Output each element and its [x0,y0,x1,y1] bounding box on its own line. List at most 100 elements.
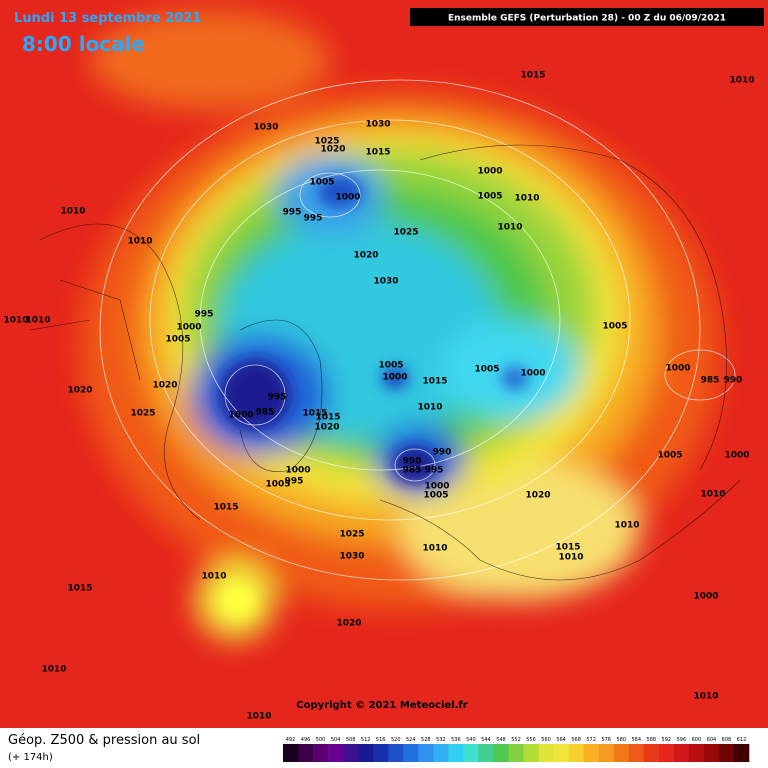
isobar-label: 1005 [165,335,190,345]
isobar-label: 1030 [373,277,398,287]
scale-swatch [598,744,615,762]
isobar-label: 1030 [339,552,364,562]
scale-label: 560 [541,737,551,743]
isobar-label: 1015 [422,377,447,387]
isobar-label: 1030 [365,120,390,130]
footer-title: Géop. Z500 & pression au sol [8,733,200,748]
scale-swatch [538,744,554,762]
isobar-label: 1010 [497,223,522,233]
isobar-label: 1015 [555,543,580,553]
isobar-label: 985 [403,466,422,476]
isobar-label: 1010 [127,237,152,247]
isobar-label: 1020 [336,619,361,629]
isobar-label: 1005 [477,192,502,202]
isobar-label: 1010 [25,316,50,326]
scale-swatch [643,744,660,762]
scale-swatch [628,744,645,762]
isobar-label: 1010 [729,76,754,86]
isobar-label: 1010 [60,207,85,217]
scale-label: 584 [631,737,641,743]
isobar-label: 990 [724,376,743,386]
scale-label: 576 [601,737,611,743]
isobar-label: 985 [256,408,275,418]
scale-swatch [448,744,464,762]
isobar-label: 995 [195,310,214,320]
scale-swatch [328,744,344,762]
isobar-label: 1010 [422,544,447,554]
scale-swatch [388,744,404,762]
isobar-label: 1000 [285,466,310,476]
scale-swatch [418,744,434,762]
scale-swatch [463,744,479,762]
time: 8:00 locale [22,32,145,56]
color-scale: 492 496 500 504 508 512 516 520 524 528 532 536 540 5… [283,737,750,762]
isobar-label: 1005 [265,480,290,490]
scale-swatch [313,744,329,762]
isobar-label: 1000 [176,323,201,333]
isobar-label: 1025 [130,409,155,419]
isobar-label: 995 [283,208,302,218]
scale-label: 532 [436,737,446,743]
isobar-label: 1010 [3,316,28,326]
isobar-label: 1000 [693,592,718,602]
scale-label: 552 [511,737,521,743]
scale-swatch [508,744,524,762]
isobar-label: 1010 [614,521,639,531]
isobar-label: 1020 [67,386,92,396]
scale-swatch [553,744,569,762]
isobar-label: 1025 [393,228,418,238]
copyright: Copyright © 2021 Meteociel.fr [296,700,467,711]
scale-label: 592 [662,737,672,743]
scale-swatch [613,744,630,762]
scale-label: 520 [391,737,401,743]
isobar-label: 1005 [602,322,627,332]
isobar-label: 1000 [228,411,253,421]
scale-label: 608 [722,737,732,743]
header-box [410,8,764,26]
scale-swatch [703,744,720,762]
lead-time: (+ 174h) [8,752,53,763]
scale-label: 544 [481,737,491,743]
scale-swatch [403,744,419,762]
scale-label: 604 [707,737,717,743]
isobar-label: 1005 [423,491,448,501]
scale-label: 588 [647,737,657,743]
isobar-label: 1015 [302,409,327,419]
scale-swatch [583,744,599,762]
isobar-label: 1010 [693,692,718,702]
isobar-label: 1000 [424,482,449,492]
scale-swatch [283,744,299,762]
scale-swatch [718,744,735,762]
isobar-label: 1000 [724,451,749,461]
scale-swatch [373,744,389,762]
scale-label: 540 [466,737,476,743]
isobar-label: 1015 [67,584,92,594]
scale-label: 528 [421,737,431,743]
coastlines [29,144,741,581]
scale-swatch [658,744,675,762]
scale-label: 504 [331,737,341,743]
scale-swatch [733,744,750,762]
isobar-label: 1015 [213,503,238,513]
scale-label: 548 [496,737,506,743]
isobar-label: 1010 [417,403,442,413]
isobar-label: 995 [268,393,287,403]
scale-label: 508 [346,737,356,743]
isobar-label: 1025 [339,530,364,540]
isobar-label: 1015 [520,71,545,81]
isobar-label: 1005 [474,365,499,375]
isobar-label: 1020 [314,423,339,433]
isobar-label: 990 [433,448,452,458]
isobar-label: 995 [425,466,444,476]
scale-label: 512 [361,737,371,743]
isobars [99,79,736,581]
scale-label: 572 [586,737,596,743]
date: Lundi 13 septembre 2021 [14,11,201,26]
scale-swatch [493,744,509,762]
isobar-label: 1005 [378,361,403,371]
scale-swatch [298,744,314,762]
isobar-label: 1025 [314,137,339,147]
isobar-label: 1015 [365,148,390,158]
scale-label: 500 [316,737,326,743]
